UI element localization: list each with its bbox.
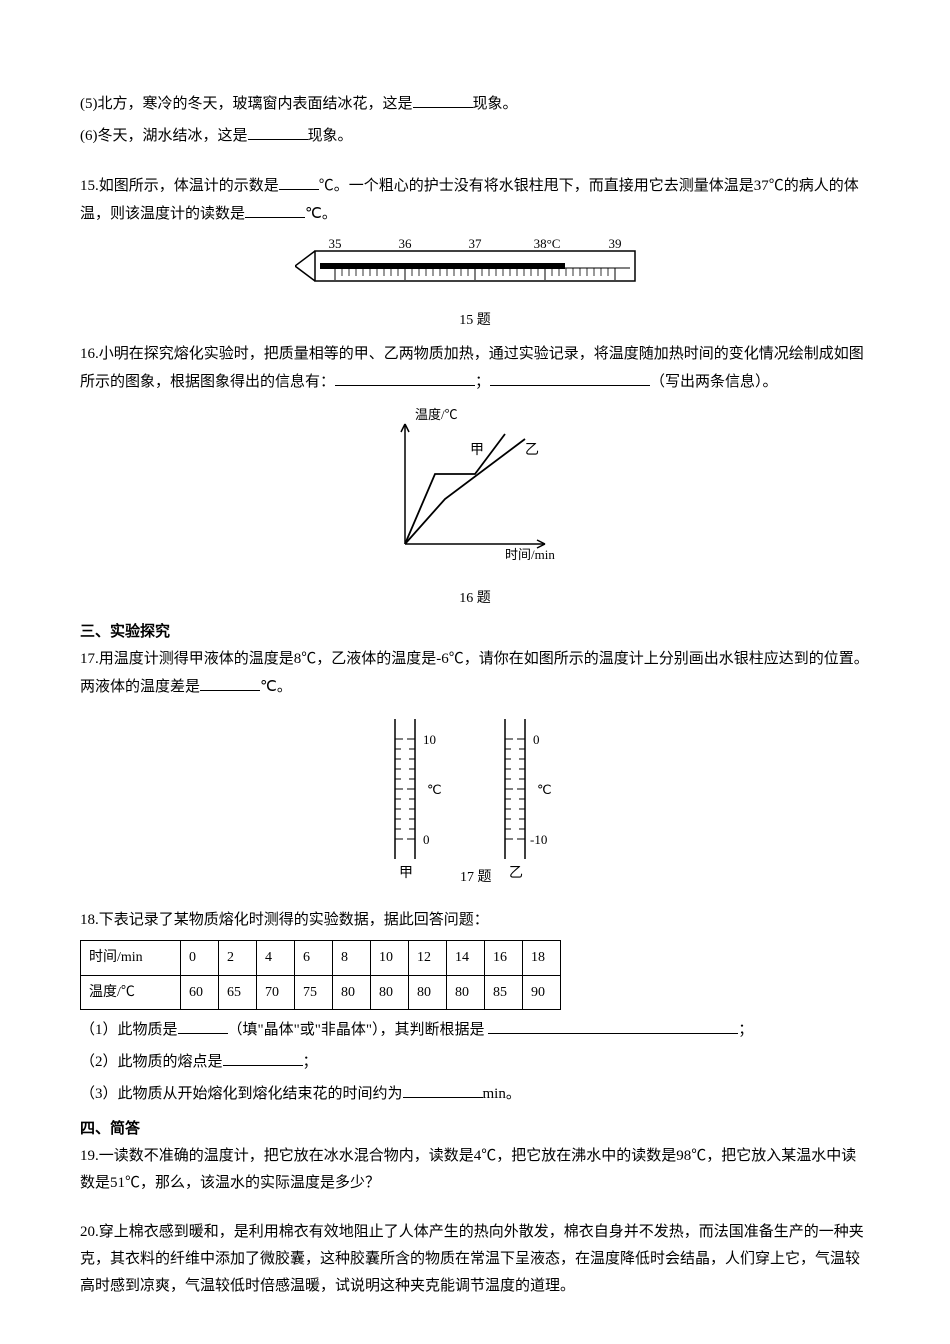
t-r1-label: 时间/min bbox=[81, 941, 181, 975]
t-cell: 18 bbox=[523, 941, 561, 975]
q15-a: 15.如图所示，体温计的示数是 bbox=[80, 178, 279, 194]
q18-2: （2）此物质的熔点是 ； bbox=[80, 1048, 870, 1076]
q15-caption: 15 题 bbox=[80, 308, 870, 333]
q17-a: 17.用温度计测得甲液体的温度是8℃，乙液体的温度是-6℃，请你在如图所示的温度… bbox=[80, 651, 869, 695]
q18-1-blank2[interactable] bbox=[488, 1016, 738, 1034]
t-cell: 6 bbox=[295, 941, 333, 975]
q14-5-text: (5)北方，寒冷的冬天，玻璃窗内表面结冰花，这是 bbox=[80, 96, 413, 112]
t-cell: 75 bbox=[295, 975, 333, 1009]
q19-text: 19.一读数不准确的温度计，把它放在冰水混合物内，读数是4℃，把它放在沸水中的读… bbox=[80, 1143, 870, 1197]
q16-line: 16.小明在探究熔化实验时，把质量相等的甲、乙两物质加热，通过实验记录，将温度随… bbox=[80, 341, 870, 396]
svg-text:时间/min: 时间/min bbox=[505, 547, 555, 562]
q16-blank1[interactable] bbox=[335, 368, 475, 386]
t-cell: 80 bbox=[409, 975, 447, 1009]
q16-caption: 16 题 bbox=[80, 586, 870, 611]
q17-figure: 10 0 ℃ 甲 0 -10 ℃ bbox=[80, 709, 870, 899]
t-cell: 80 bbox=[371, 975, 409, 1009]
t-cell: 60 bbox=[181, 975, 219, 1009]
t-cell: 14 bbox=[447, 941, 485, 975]
q16-blank2[interactable] bbox=[490, 368, 650, 386]
q20-text: 20.穿上棉衣感到暖和，是利用棉衣有效地阻止了人体产生的热向外散发，棉衣自身并不… bbox=[80, 1219, 870, 1300]
svg-text:17 题: 17 题 bbox=[460, 870, 492, 885]
q17-b: ℃。 bbox=[260, 679, 292, 695]
t-cell: 8 bbox=[333, 941, 371, 975]
q18-1c: ； bbox=[738, 1022, 753, 1038]
q18-3b: min。 bbox=[483, 1086, 521, 1102]
t-cell: 0 bbox=[181, 941, 219, 975]
q18-3: （3）此物质从开始熔化到熔化结束花的时间约为 min。 bbox=[80, 1080, 870, 1108]
q16-figure: 甲 乙 温度/℃ 时间/min 16 题 bbox=[80, 404, 870, 611]
t-cell: 12 bbox=[409, 941, 447, 975]
table-row: 时间/min 0 2 4 6 8 10 12 14 16 18 bbox=[81, 941, 561, 975]
svg-text:℃: ℃ bbox=[427, 782, 442, 797]
svg-text:-10: -10 bbox=[530, 832, 547, 847]
q18-3-blank[interactable] bbox=[403, 1080, 483, 1098]
q18-head: 18.下表记录了某物质熔化时测得的实验数据，据此回答问题： bbox=[80, 907, 870, 934]
q18-1-blank1[interactable] bbox=[178, 1016, 228, 1034]
q18-1a: （1）此物质是 bbox=[80, 1022, 178, 1038]
q14-5-suffix: 现象。 bbox=[473, 96, 518, 112]
svg-text:乙: 乙 bbox=[525, 442, 539, 458]
q16-c: （写出两条信息）。 bbox=[650, 374, 778, 390]
svg-text:甲: 甲 bbox=[470, 443, 484, 458]
q18-1b: （填"晶体"或"非晶体"），其判断根据是 bbox=[228, 1022, 485, 1038]
q18-2-blank[interactable] bbox=[223, 1048, 303, 1066]
q17-line: 17.用温度计测得甲液体的温度是8℃，乙液体的温度是-6℃，请你在如图所示的温度… bbox=[80, 646, 870, 701]
t-r2-label: 温度/℃ bbox=[81, 975, 181, 1009]
t-cell: 70 bbox=[257, 975, 295, 1009]
q15-blank2[interactable] bbox=[245, 200, 305, 218]
q14-6-line: (6)冬天，湖水结冰，这是 现象。 bbox=[80, 122, 870, 150]
svg-text:39: 39 bbox=[609, 236, 622, 251]
t-cell: 16 bbox=[485, 941, 523, 975]
q15-line: 15.如图所示，体温计的示数是℃。一个粗心的护士没有将水银柱甩下，而直接用它去测… bbox=[80, 172, 870, 228]
q16-b: ； bbox=[475, 374, 490, 390]
t-cell: 65 bbox=[219, 975, 257, 1009]
t-cell: 4 bbox=[257, 941, 295, 975]
svg-text:38°C: 38°C bbox=[534, 236, 561, 251]
q18-1: （1）此物质是 （填"晶体"或"非晶体"），其判断根据是 ； bbox=[80, 1016, 870, 1044]
q14-6-text: (6)冬天，湖水结冰，这是 bbox=[80, 128, 248, 144]
q15-c: ℃。 bbox=[305, 206, 337, 222]
svg-text:0: 0 bbox=[533, 732, 540, 747]
t-cell: 90 bbox=[523, 975, 561, 1009]
q18-table: 时间/min 0 2 4 6 8 10 12 14 16 18 温度/℃ 60 … bbox=[80, 940, 561, 1009]
q14-6-blank[interactable] bbox=[248, 122, 308, 140]
q14-6-suffix: 现象。 bbox=[308, 128, 353, 144]
svg-text:37: 37 bbox=[469, 236, 483, 251]
svg-text:甲: 甲 bbox=[399, 866, 413, 881]
svg-text:温度/℃: 温度/℃ bbox=[415, 407, 458, 422]
q18-3a: （3）此物质从开始熔化到熔化结束花的时间约为 bbox=[80, 1086, 403, 1102]
t-cell: 85 bbox=[485, 975, 523, 1009]
q15-blank1[interactable] bbox=[279, 172, 319, 190]
svg-text:℃: ℃ bbox=[537, 782, 552, 797]
section-3-head: 三、实验探究 bbox=[80, 619, 870, 646]
q18-2a: （2）此物质的熔点是 bbox=[80, 1054, 223, 1070]
q18-2b: ； bbox=[303, 1054, 318, 1070]
t-cell: 10 bbox=[371, 941, 409, 975]
t-cell: 2 bbox=[219, 941, 257, 975]
q17-blank[interactable] bbox=[200, 673, 260, 691]
svg-text:0: 0 bbox=[423, 832, 430, 847]
t-cell: 80 bbox=[447, 975, 485, 1009]
q15-figure: 35 36 37 38°C 39 15 题 bbox=[80, 236, 870, 333]
svg-text:乙: 乙 bbox=[509, 865, 523, 881]
svg-text:36: 36 bbox=[399, 236, 413, 251]
section-4-head: 四、简答 bbox=[80, 1116, 870, 1143]
table-row: 温度/℃ 60 65 70 75 80 80 80 80 85 90 bbox=[81, 975, 561, 1009]
t-cell: 80 bbox=[333, 975, 371, 1009]
q14-5-line: (5)北方，寒冷的冬天，玻璃窗内表面结冰花，这是 现象。 bbox=[80, 90, 870, 118]
svg-text:10: 10 bbox=[423, 732, 436, 747]
q14-5-blank[interactable] bbox=[413, 90, 473, 108]
svg-text:35: 35 bbox=[329, 236, 342, 251]
